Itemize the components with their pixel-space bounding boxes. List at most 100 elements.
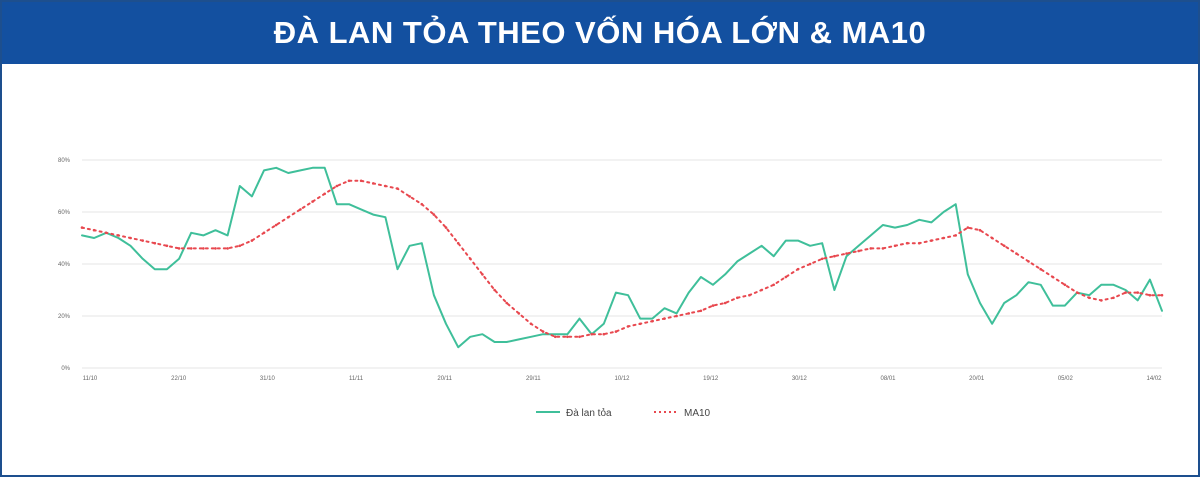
ma10-point	[323, 192, 326, 196]
ma10-point	[905, 241, 909, 245]
ma10-point	[444, 226, 448, 229]
ma10-point	[760, 288, 763, 292]
x-tick-label: 10/12	[614, 376, 630, 382]
ma10-point	[638, 322, 642, 326]
ma10-point	[202, 247, 205, 250]
ma10-point	[1039, 267, 1042, 271]
ma10-point	[687, 312, 691, 315]
ma10-point	[529, 322, 533, 326]
ma10-point	[1136, 291, 1140, 294]
ma10-point	[420, 202, 424, 206]
ma10-point	[651, 319, 654, 323]
ma10-point	[371, 182, 375, 185]
ma10-point	[517, 312, 521, 315]
ma10-point	[857, 249, 860, 253]
ma10-point	[1063, 283, 1067, 287]
x-tick-label: 11/10	[83, 376, 98, 382]
ma10-point	[954, 234, 958, 237]
ma10-point	[493, 288, 496, 292]
ma10-point	[590, 332, 593, 336]
ma10-point	[808, 262, 812, 266]
ma10-point	[820, 257, 824, 261]
ma10-point	[165, 244, 169, 248]
ma10-point	[602, 332, 606, 336]
ma10-point	[250, 239, 254, 242]
ma10-point	[1160, 293, 1164, 297]
ma10-point	[286, 215, 290, 219]
ma10-point	[566, 335, 569, 339]
series-line-da-lan-toa	[81, 166, 1163, 349]
chart-title: ĐÀ LAN TỎA THEO VỐN HÓA LỚN & MA10	[2, 2, 1198, 64]
x-tick-label: 20/01	[969, 376, 985, 382]
ma10-point	[553, 335, 557, 339]
ma10-point	[578, 335, 581, 339]
x-tick-label: 29/11	[526, 376, 541, 382]
x-tick-label: 20/11	[437, 376, 452, 382]
series-line-ma10	[81, 179, 1163, 338]
ma10-point	[481, 273, 484, 276]
ma10-point	[335, 184, 339, 188]
ma10-point	[833, 254, 836, 258]
ma10-point	[408, 195, 411, 198]
ma10-point	[845, 252, 848, 255]
ma10-point	[226, 247, 229, 250]
ma10-point	[1124, 291, 1127, 294]
ma10-point	[432, 213, 436, 216]
ma10-point	[396, 187, 399, 190]
ma10-point	[1100, 299, 1103, 302]
ma10-point	[141, 239, 144, 242]
x-tick-label: 22/10	[171, 376, 187, 382]
ma10-point	[723, 301, 727, 305]
ma10-point	[384, 184, 387, 188]
ma10-point	[881, 247, 885, 250]
ma10-point	[129, 236, 132, 240]
ma10-point	[663, 317, 666, 320]
ma10-point	[978, 228, 982, 232]
ma10-point	[238, 244, 242, 248]
ma10-point	[153, 241, 157, 245]
ma10-point	[359, 179, 363, 183]
ma10-point	[1002, 244, 1006, 248]
ma10-point	[456, 241, 460, 245]
ma10-point	[347, 179, 351, 183]
ma10-point	[735, 296, 739, 300]
ma10-point	[505, 301, 509, 305]
x-tick-label: 19/12	[703, 376, 719, 382]
ma10-point	[104, 231, 108, 235]
x-tick-label: 31/10	[260, 376, 276, 382]
line-chart: 0% 20% 40% 60% 80% 11/10 22/10 31/10 11/11 20/11 2…	[58, 158, 1164, 419]
ma10-point	[1015, 252, 1018, 255]
ma10-point	[469, 257, 472, 261]
ma10-point	[930, 239, 933, 242]
ma10-point	[942, 236, 945, 240]
ma10-point	[299, 208, 302, 211]
y-tick-label: 0%	[61, 366, 70, 372]
x-tick-label: 08/01	[880, 376, 896, 382]
y-tick-label: 40%	[58, 262, 71, 268]
ma10-point	[626, 325, 630, 328]
ma10-point	[92, 228, 96, 232]
legend-label-da-lan-toa: Đà lan tỏa	[566, 407, 612, 419]
ma10-point	[1027, 260, 1030, 263]
legend-label-ma10: MA10	[684, 408, 711, 419]
ma10-point	[274, 223, 278, 227]
ma10-point	[869, 247, 873, 250]
y-tick-label: 20%	[58, 314, 71, 320]
ma10-point	[1087, 296, 1091, 300]
ma10-point	[262, 231, 266, 235]
chart-area: 0% 20% 40% 60% 80% 11/10 22/10 31/10 11/11 20/11 2…	[2, 64, 1198, 475]
ma10-point	[675, 314, 678, 318]
ma10-point	[784, 275, 788, 279]
ma10-point	[711, 304, 715, 307]
ma10-point	[311, 200, 314, 203]
ma10-point	[1148, 293, 1152, 297]
ma10-point	[1075, 291, 1079, 294]
ma10-point	[80, 226, 84, 229]
ma10-point	[1051, 275, 1055, 279]
ma10-point	[748, 293, 751, 297]
ma10-point	[772, 283, 775, 287]
ma10-point	[1112, 296, 1115, 300]
y-tick-label: 60%	[58, 210, 71, 216]
ma10-point	[541, 330, 545, 333]
